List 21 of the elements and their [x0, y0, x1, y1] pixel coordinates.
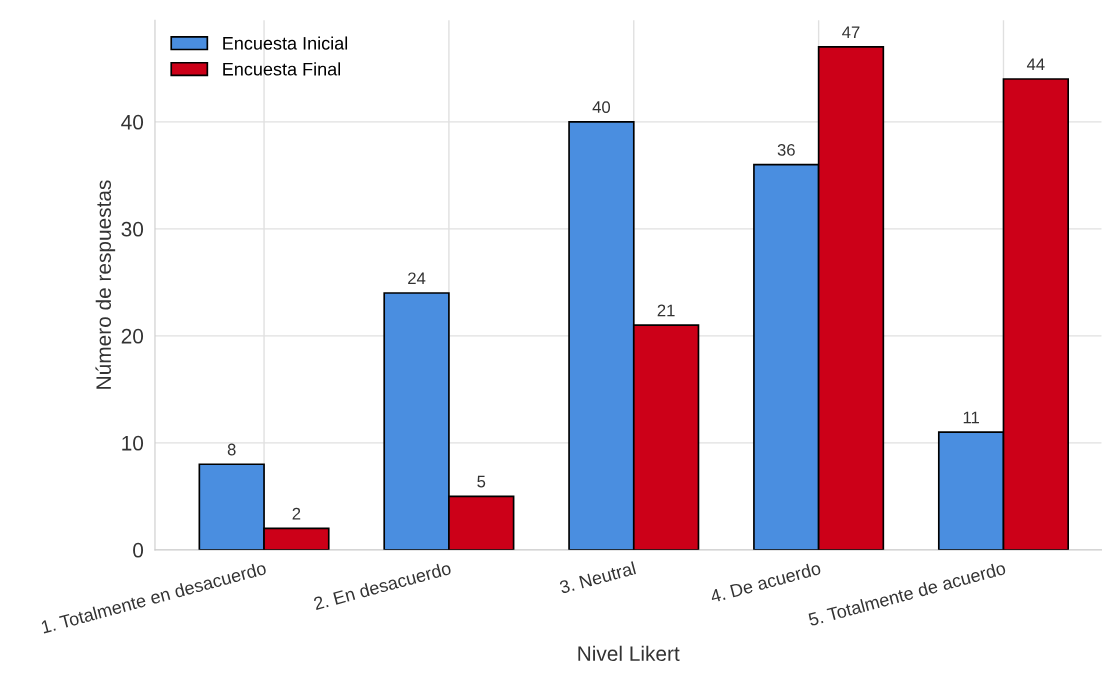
legend-label: Encuesta Inicial	[223, 36, 348, 50]
legend-label: Encuesta Final	[223, 62, 341, 76]
data-label: 5	[477, 475, 486, 488]
y-axis-title: Número de respuestas	[95, 180, 116, 389]
x-tick-label: 3. Neutral	[558, 561, 637, 594]
data-label: 40	[592, 101, 611, 113]
x-tick-label: 4. De acuerdo	[709, 561, 822, 604]
data-label: 8	[227, 443, 236, 456]
y-tick-label: 30	[121, 221, 144, 237]
y-tick-label: 10	[122, 435, 144, 451]
data-label: 21	[657, 304, 675, 317]
y-tick-label: 20	[121, 328, 144, 344]
data-label: 11	[963, 411, 979, 424]
data-label: 44	[1026, 58, 1045, 71]
data-label: 36	[777, 143, 795, 156]
x-axis-title: Nivel Likert	[578, 645, 680, 662]
data-label: 24	[408, 272, 426, 285]
y-tick-label: 40	[121, 114, 144, 130]
data-label: 47	[842, 26, 860, 38]
data-label: 2	[292, 507, 301, 520]
y-tick-label: 0	[133, 542, 144, 558]
